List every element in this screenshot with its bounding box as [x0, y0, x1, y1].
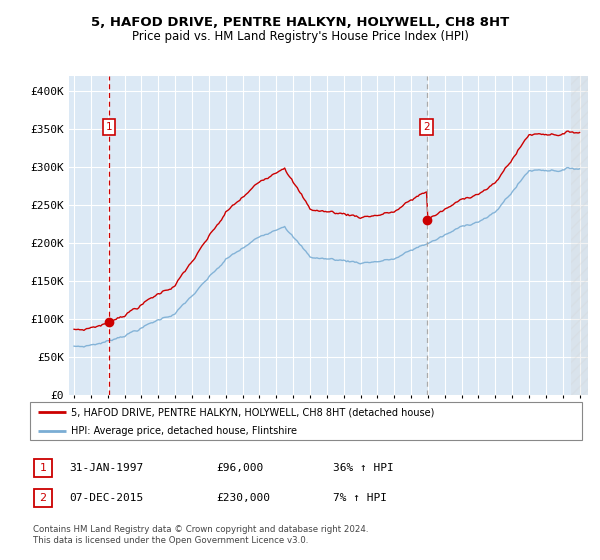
Text: 36% ↑ HPI: 36% ↑ HPI — [333, 463, 394, 473]
Text: £230,000: £230,000 — [216, 493, 270, 503]
Text: 1: 1 — [106, 122, 112, 132]
Text: 1: 1 — [40, 463, 46, 473]
Text: 2: 2 — [40, 493, 46, 503]
FancyBboxPatch shape — [30, 402, 582, 440]
Text: 5, HAFOD DRIVE, PENTRE HALKYN, HOLYWELL, CH8 8HT (detached house): 5, HAFOD DRIVE, PENTRE HALKYN, HOLYWELL,… — [71, 407, 435, 417]
Text: 2: 2 — [423, 122, 430, 132]
FancyBboxPatch shape — [34, 459, 52, 477]
FancyBboxPatch shape — [34, 489, 52, 507]
Text: Price paid vs. HM Land Registry's House Price Index (HPI): Price paid vs. HM Land Registry's House … — [131, 30, 469, 43]
Text: 7% ↑ HPI: 7% ↑ HPI — [333, 493, 387, 503]
Text: Contains HM Land Registry data © Crown copyright and database right 2024.
This d: Contains HM Land Registry data © Crown c… — [33, 525, 368, 545]
Text: £96,000: £96,000 — [216, 463, 263, 473]
Text: 5, HAFOD DRIVE, PENTRE HALKYN, HOLYWELL, CH8 8HT: 5, HAFOD DRIVE, PENTRE HALKYN, HOLYWELL,… — [91, 16, 509, 29]
Text: 07-DEC-2015: 07-DEC-2015 — [69, 493, 143, 503]
Text: HPI: Average price, detached house, Flintshire: HPI: Average price, detached house, Flin… — [71, 426, 298, 436]
Bar — [571, 76, 588, 395]
Text: 31-JAN-1997: 31-JAN-1997 — [69, 463, 143, 473]
